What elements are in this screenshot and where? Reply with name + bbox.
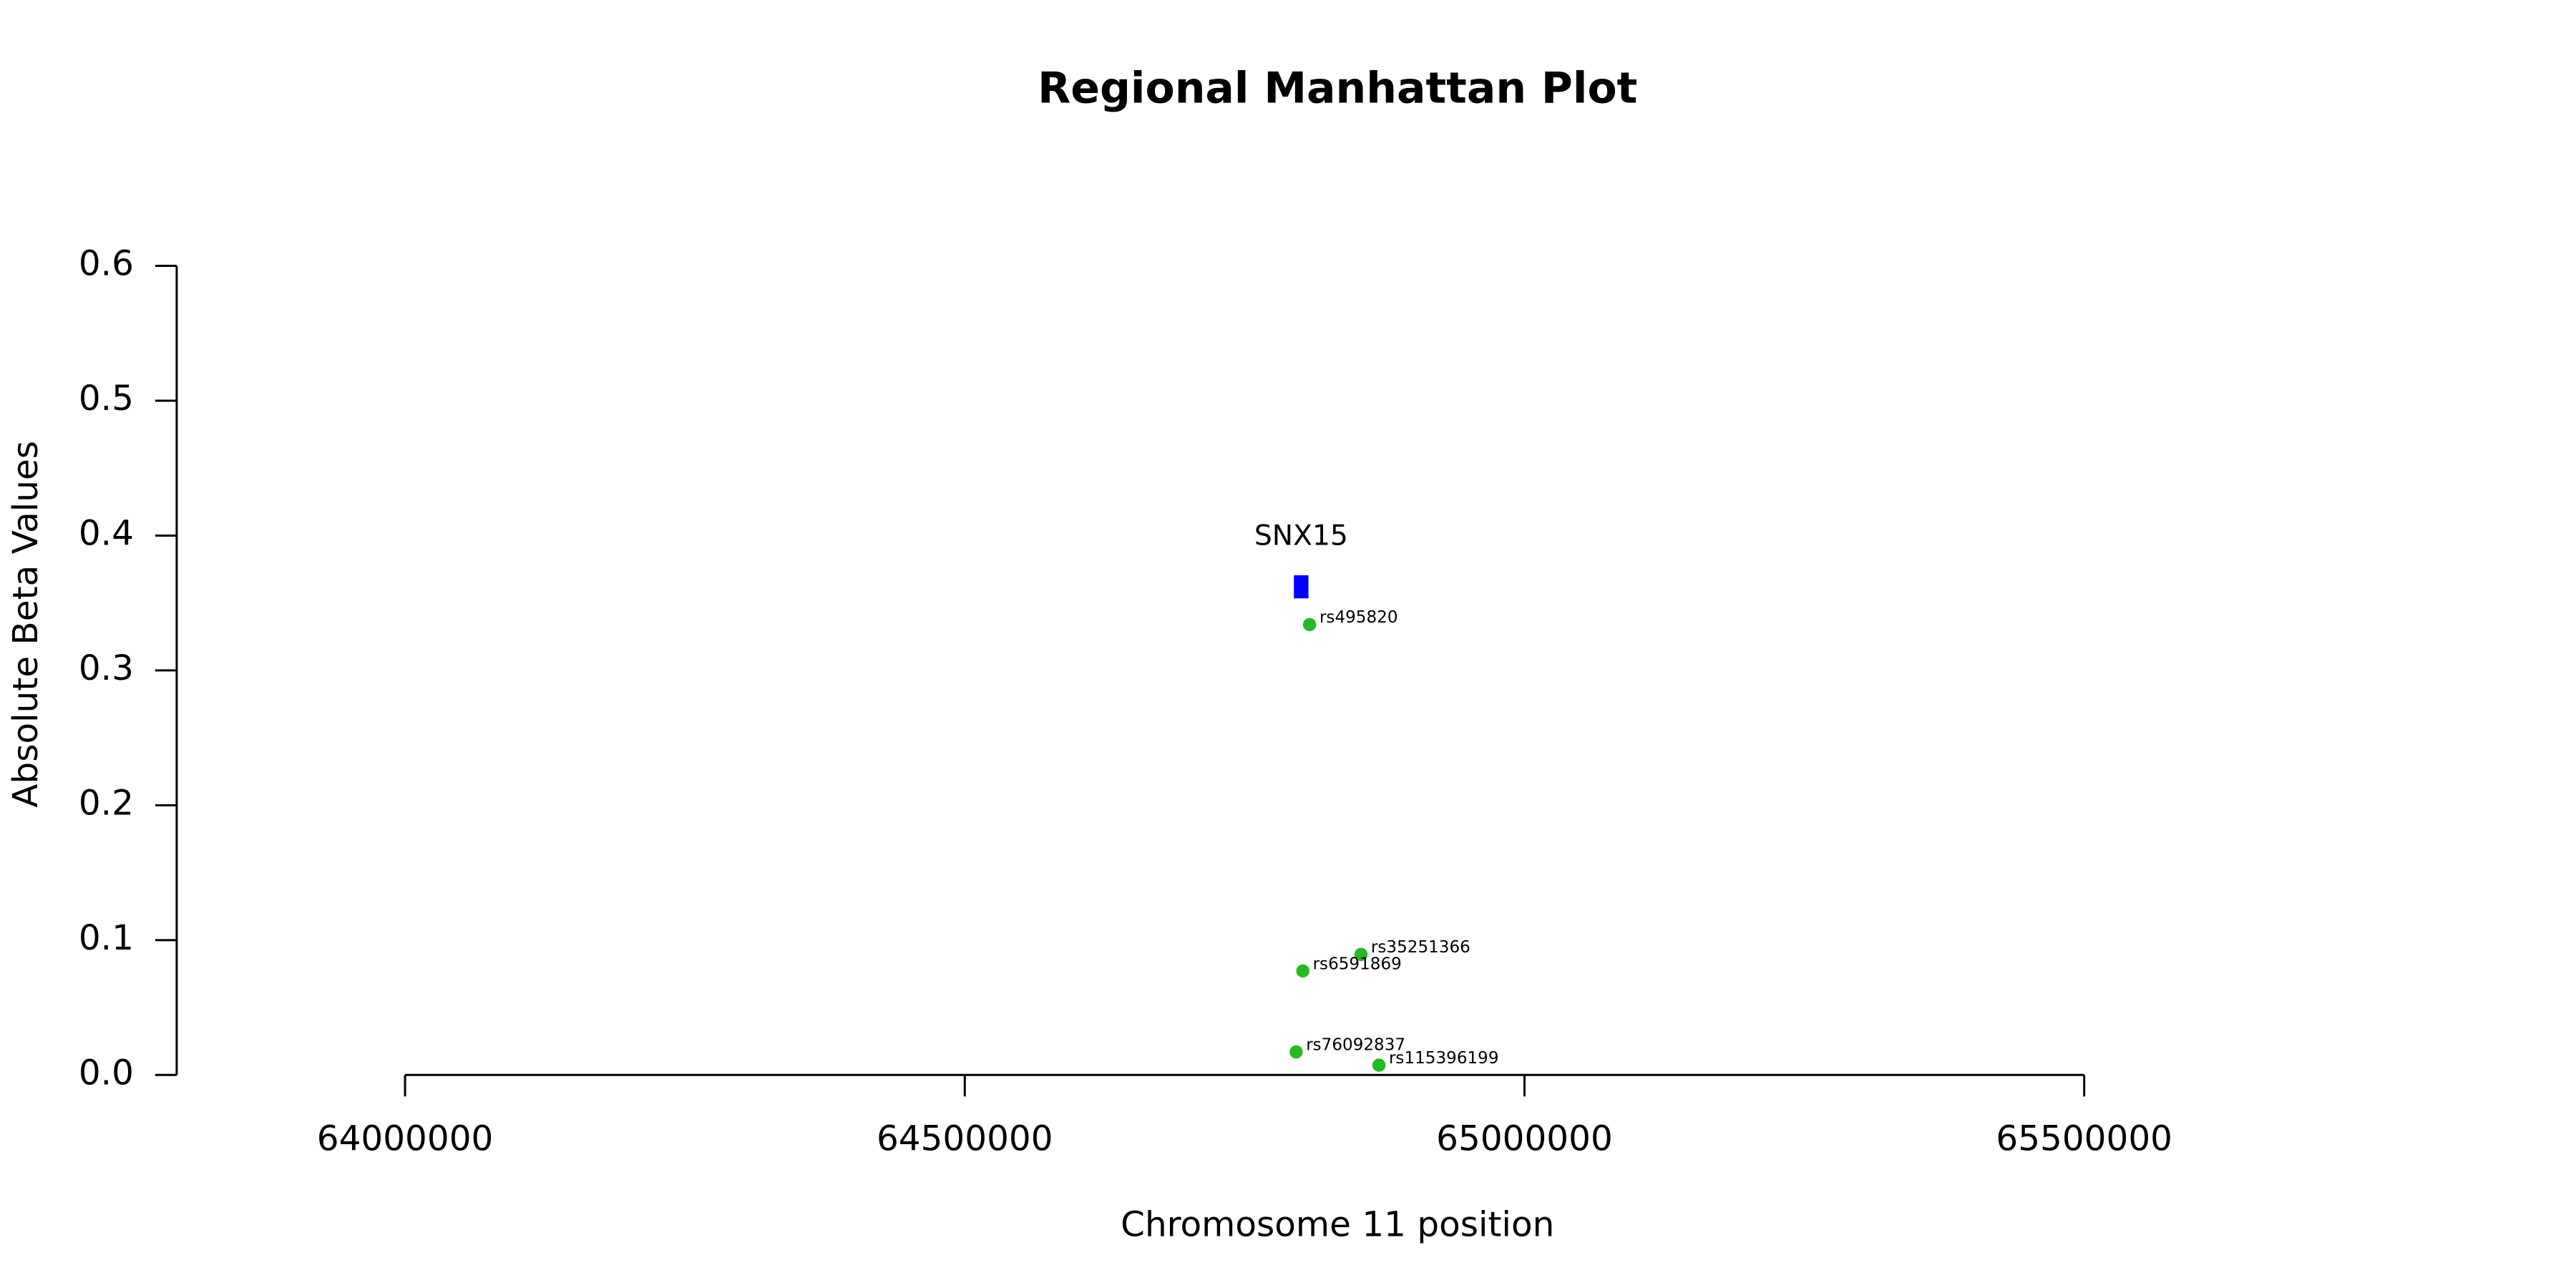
snp-label: rs495820 — [1319, 608, 1398, 627]
y-tick-label: 0.2 — [79, 783, 134, 823]
gene-box — [1294, 575, 1309, 599]
x-axis-label: Chromosome 11 position — [1121, 1205, 1554, 1245]
x-tick-label: 65000000 — [1436, 1119, 1613, 1159]
y-tick-label: 0.1 — [79, 918, 134, 958]
chart-title: Regional Manhattan Plot — [1038, 64, 1637, 114]
snp-label: rs76092837 — [1306, 1035, 1405, 1054]
y-axis-label: Absolute Beta Values — [6, 441, 46, 808]
y-tick-label: 0.5 — [79, 379, 134, 419]
snp-point — [1372, 1058, 1386, 1072]
snp-label: rs35251366 — [1371, 938, 1470, 957]
snp-label: rs115396199 — [1389, 1049, 1499, 1068]
x-tick-label: 64000000 — [317, 1119, 494, 1159]
x-tick-label: 64500000 — [877, 1119, 1053, 1159]
snp-point — [1289, 1045, 1303, 1059]
gene-label: SNX15 — [1254, 519, 1348, 552]
y-tick-label: 0.0 — [79, 1053, 134, 1093]
x-tick-label: 65500000 — [1996, 1119, 2172, 1159]
y-tick-label: 0.3 — [79, 648, 134, 688]
snp-point — [1302, 618, 1317, 632]
snp-point — [1354, 947, 1368, 962]
y-tick-label: 0.6 — [79, 244, 134, 284]
snp-label: rs6591869 — [1313, 955, 1402, 973]
snp-point — [1296, 964, 1309, 978]
y-tick-label: 0.4 — [79, 513, 134, 553]
